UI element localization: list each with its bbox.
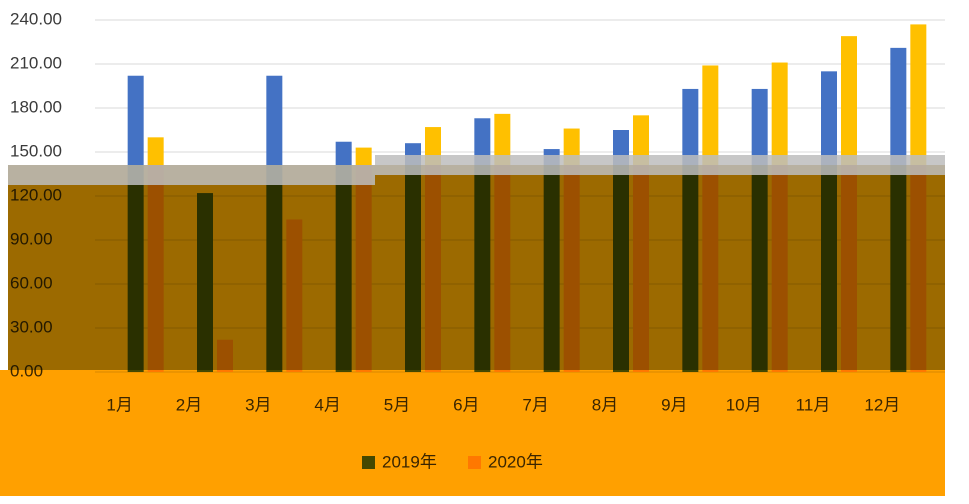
overlay	[8, 165, 945, 370]
y-tick-label: 210.00	[10, 53, 62, 72]
overlay-band	[8, 165, 375, 185]
y-tick-label: 150.00	[10, 141, 62, 160]
overlay	[0, 370, 945, 496]
y-tick-label: 180.00	[10, 97, 62, 116]
overlay-band	[375, 155, 945, 175]
y-tick-label: 240.00	[10, 9, 62, 28]
